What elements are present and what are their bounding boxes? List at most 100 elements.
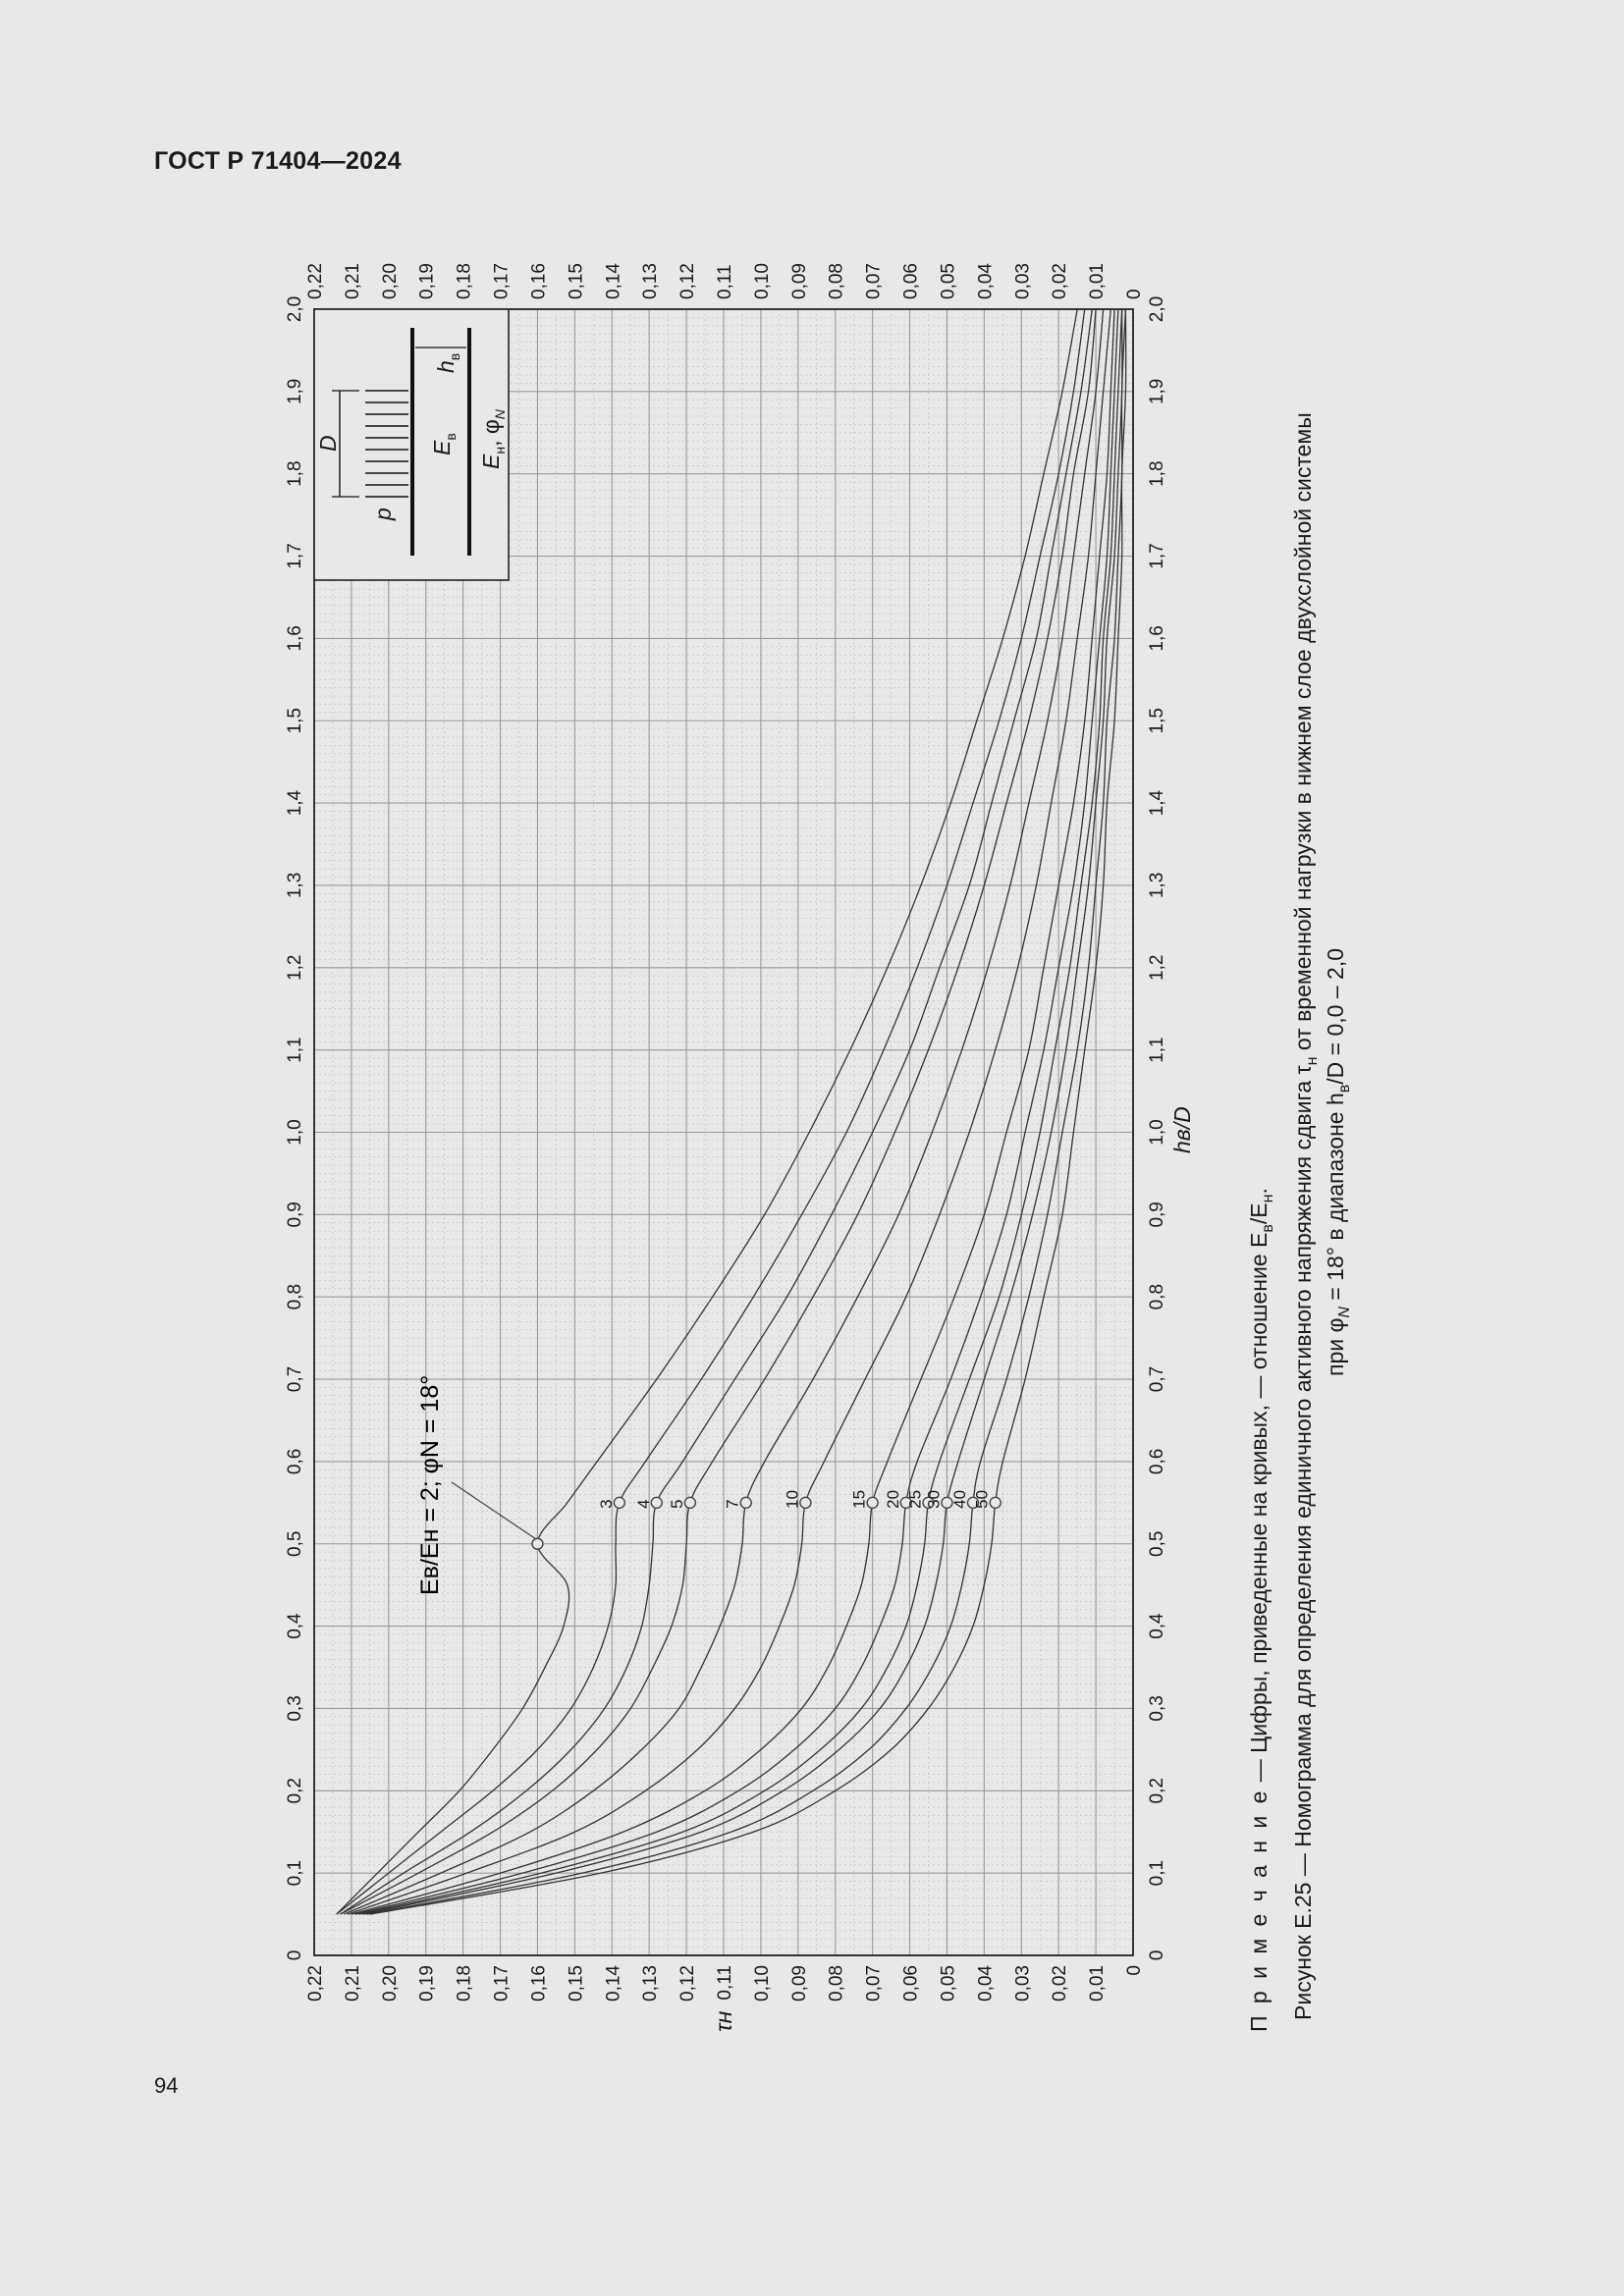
y-tick-label-bottom: 0,12 [677,1965,698,2002]
curve-label-7: 7 [724,1499,742,1508]
y-tick-label-bottom: 0,10 [752,1965,773,2002]
y-tick-label-bottom: 0,08 [827,1965,847,2002]
marker-7 [739,1496,752,1510]
y-tick-label-top: 0,16 [528,263,549,299]
curve-25 [358,308,1123,1915]
marker-10 [799,1496,812,1510]
y-tick-label-bottom: 0,05 [938,1965,958,2002]
marker-5 [683,1496,697,1510]
x-tick-label-right: 0,3 [1147,1695,1167,1721]
curve-label-4: 4 [634,1499,653,1508]
inset-label-Ev: Eв [429,433,459,455]
x-tick-label-left: 1,3 [285,873,305,898]
x-tick-label-left: 1,1 [285,1037,305,1062]
y-tick-label-bottom: 0,02 [1050,1965,1070,2002]
y-axis-title: τн [711,2010,736,2032]
curve-20 [354,308,1119,1915]
y-tick-label-bottom: 0 [1124,1965,1145,1976]
y-tick-label-top: 0,22 [305,263,326,299]
curve-3 [336,308,1086,1915]
curve-2 [336,308,1078,1915]
plot-frame [313,308,1134,1956]
document-header: ГОСТ Р 71404—2024 [154,147,402,175]
curve-annotation: Eв/Eн = 2; φN = 18° [416,1375,537,1595]
figure-note: П р и м е ч а н и е — Цифры, приведенные… [1246,1188,1276,2032]
y-tick-label-top: 0,17 [492,263,513,299]
curve-label-30: 30 [924,1490,943,1509]
y-tick-label-bottom: 0,04 [975,1965,996,2002]
x-tick-label-left: 0,9 [285,1201,305,1227]
curve-label-10: 10 [783,1490,801,1509]
y-tick-label-bottom: 0,21 [343,1965,363,2002]
marker-25 [922,1496,935,1510]
curve-10 [347,308,1111,1915]
x-tick-label-right: 1,5 [1147,708,1167,733]
y-tick-label-top: 0 [1124,289,1145,299]
annotation-text: Eв/Eн = 2; φN = 18° [416,1375,444,1595]
y-tick-label-top: 0,01 [1087,263,1108,299]
curve-4 [340,308,1093,1915]
marker-50 [989,1496,1001,1510]
y-tick-label-top: 0,03 [1012,263,1033,299]
y-tick-label-bottom: 0,14 [603,1965,623,2002]
x-tick-label-left: 1,9 [285,379,305,404]
y-tick-label-top: 0,10 [752,263,773,299]
y-tick-label-top: 0,04 [975,263,996,299]
y-tick-label-bottom: 0,09 [789,1965,810,2002]
x-tick-label-right: 0,5 [1147,1531,1167,1557]
marker-15 [866,1496,879,1510]
curve-label-5: 5 [668,1499,686,1508]
figure-caption-line2: при φN = 18° в диапазоне hв/D = 0,0 – 2,… [1323,948,1353,1376]
x-axis-title: hв/D [1169,1106,1195,1153]
y-tick-label-bottom: 0,18 [455,1965,475,2002]
inset-label-h: hв [433,353,462,373]
curve-label-3: 3 [597,1499,616,1508]
marker-20 [899,1496,912,1510]
x-tick-label-right: 0 [1147,1950,1167,1961]
curve-label-20: 20 [884,1490,902,1509]
y-tick-label-bottom: 0,20 [380,1965,401,2002]
x-tick-label-right: 1,0 [1147,1119,1167,1145]
x-tick-label-left: 1,6 [285,625,305,651]
x-tick-label-left: 1,4 [285,789,305,816]
x-tick-label-right: 1,1 [1147,1037,1167,1062]
chart-curves [336,308,1127,1915]
x-tick-label-left: 2,0 [285,296,305,322]
x-tick-label-right: 0,8 [1147,1284,1167,1309]
y-tick-label-top: 0,11 [715,264,735,299]
y-tick-label-bottom: 0,13 [640,1965,661,2002]
x-tick-label-right: 1,9 [1147,379,1167,404]
marker-4 [650,1496,663,1510]
x-tick-label-left: 0,4 [285,1613,305,1639]
x-tick-label-right: 0,6 [1147,1449,1167,1474]
y-tick-label-top: 0,05 [938,263,958,299]
y-tick-label-top: 0,02 [1050,263,1070,299]
x-tick-label-right: 1,8 [1147,460,1167,486]
marker-3 [613,1496,626,1510]
x-tick-label-left: 1,0 [285,1119,305,1145]
y-tick-label-bottom: 0,11 [715,1965,735,2001]
x-tick-label-left: 0,5 [285,1531,305,1557]
y-tick-labels: 0 0 0,01 0,01 0,02 0,02 0,03 0,03 0,04 0,04 0,05 0,… [305,263,1145,2002]
y-tick-label-bottom: 0,01 [1087,1965,1108,2002]
x-tick-label-right: 0,1 [1147,1860,1167,1886]
x-tick-label-right: 1,4 [1147,789,1167,816]
y-tick-label-top: 0,06 [901,263,922,299]
x-tick-labels: 0 0 0,1 0,1 0,2 0,2 0,3 0,3 0,4 0,4 0,5 0,5 0,6 0,6 0,… [285,296,1167,1961]
y-tick-label-bottom: 0,17 [492,1965,513,2002]
x-tick-label-left: 1,2 [285,955,305,981]
x-tick-label-left: 0,1 [285,1860,305,1886]
curve-markers: 3 4 5 7 10 15 20 25 30 40 50 [531,1490,1001,1550]
curve-label-25: 25 [906,1490,925,1509]
annotation-leader [451,1481,537,1540]
curve-label-50: 50 [973,1490,992,1509]
x-tick-label-right: 0,2 [1147,1778,1167,1803]
x-tick-label-right: 1,7 [1147,543,1167,568]
load-arrows [365,390,408,498]
inset-label-D: D [315,435,341,452]
y-tick-label-bottom: 0,15 [566,1965,586,2002]
x-tick-label-left: 0,7 [285,1366,305,1392]
curve-50 [369,308,1127,1915]
y-tick-label-top: 0,12 [677,263,698,299]
x-tick-label-right: 2,0 [1147,296,1167,322]
